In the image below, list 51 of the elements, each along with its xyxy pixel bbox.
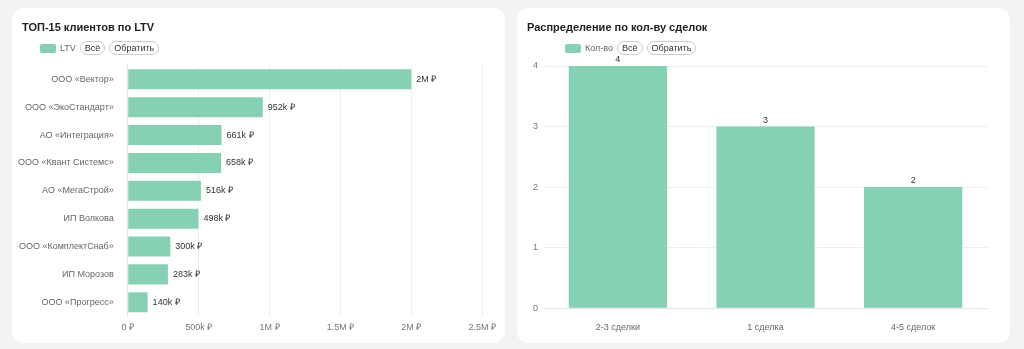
bar xyxy=(128,292,148,313)
y-tick-label: АО «МегаСтрой» xyxy=(42,185,114,196)
y-tick-label: ООО «Вектор» xyxy=(51,73,114,84)
y-tick-label: АО «Интеграция» xyxy=(39,129,114,140)
text: 300k ₽ xyxy=(175,241,203,252)
text: 658k ₽ xyxy=(226,157,254,168)
legend-label: LTV xyxy=(60,43,76,53)
bar xyxy=(128,180,201,201)
bar xyxy=(128,125,222,146)
x-tick-label: 0 ₽ xyxy=(121,322,135,333)
bar xyxy=(128,208,199,229)
data-label: 3 xyxy=(762,114,769,125)
data-label: 2 xyxy=(910,175,916,186)
y-tick-label: ООО «ЭкоСтандарт» xyxy=(25,101,114,112)
chart-title: ТОП-15 клиентов по LTV xyxy=(22,21,155,33)
bar xyxy=(128,69,412,90)
bar xyxy=(128,152,222,173)
data-label: 4 xyxy=(615,53,621,64)
text: 661k ₽ xyxy=(226,129,254,140)
chart-title: Распределение по кол-ву сделок xyxy=(527,21,708,33)
x-tick-label: 1.5M ₽ xyxy=(326,322,355,333)
x-tick-label: 500k ₽ xyxy=(185,322,213,333)
text: 140k ₽ xyxy=(152,296,180,307)
y-tick-label: ООО «Прогресс» xyxy=(41,296,114,307)
y-tick-label: 0 xyxy=(532,302,539,313)
y-tick-label: 3 xyxy=(532,121,539,132)
text: 283k ₽ xyxy=(172,268,200,279)
x-tick-label: 1 сделка xyxy=(747,322,784,333)
x-tick-label: 1M ₽ xyxy=(259,322,280,333)
y-tick-label: 4 xyxy=(532,60,539,71)
bar xyxy=(864,187,963,308)
bar xyxy=(128,236,171,257)
bar xyxy=(716,126,815,308)
y-tick-label: ООО «Квант Системс» xyxy=(17,157,114,168)
y-tick-label: ИП Морозов xyxy=(62,268,114,279)
x-tick-label: 4-5 сделок xyxy=(891,322,936,333)
text: 516k ₽ xyxy=(205,185,233,196)
text: 952k ₽ xyxy=(267,101,295,112)
text: 2M ₽ xyxy=(416,73,437,84)
y-tick-label: 2 xyxy=(532,181,539,192)
bar xyxy=(568,66,667,308)
x-tick-label: 2-3 сделки xyxy=(595,322,640,333)
x-tick-label: 2M ₽ xyxy=(401,322,422,333)
bar xyxy=(128,264,168,285)
y-tick-label: 1 xyxy=(532,242,539,253)
legend-label: Кол-во xyxy=(585,43,613,53)
y-tick-label: ИП Волкова xyxy=(63,213,114,224)
y-tick-label: ООО «КомплектСнаб» xyxy=(18,241,114,252)
bar xyxy=(128,97,263,118)
text: 498k ₽ xyxy=(203,213,231,224)
x-tick-label: 2.5M ₽ xyxy=(468,322,496,333)
